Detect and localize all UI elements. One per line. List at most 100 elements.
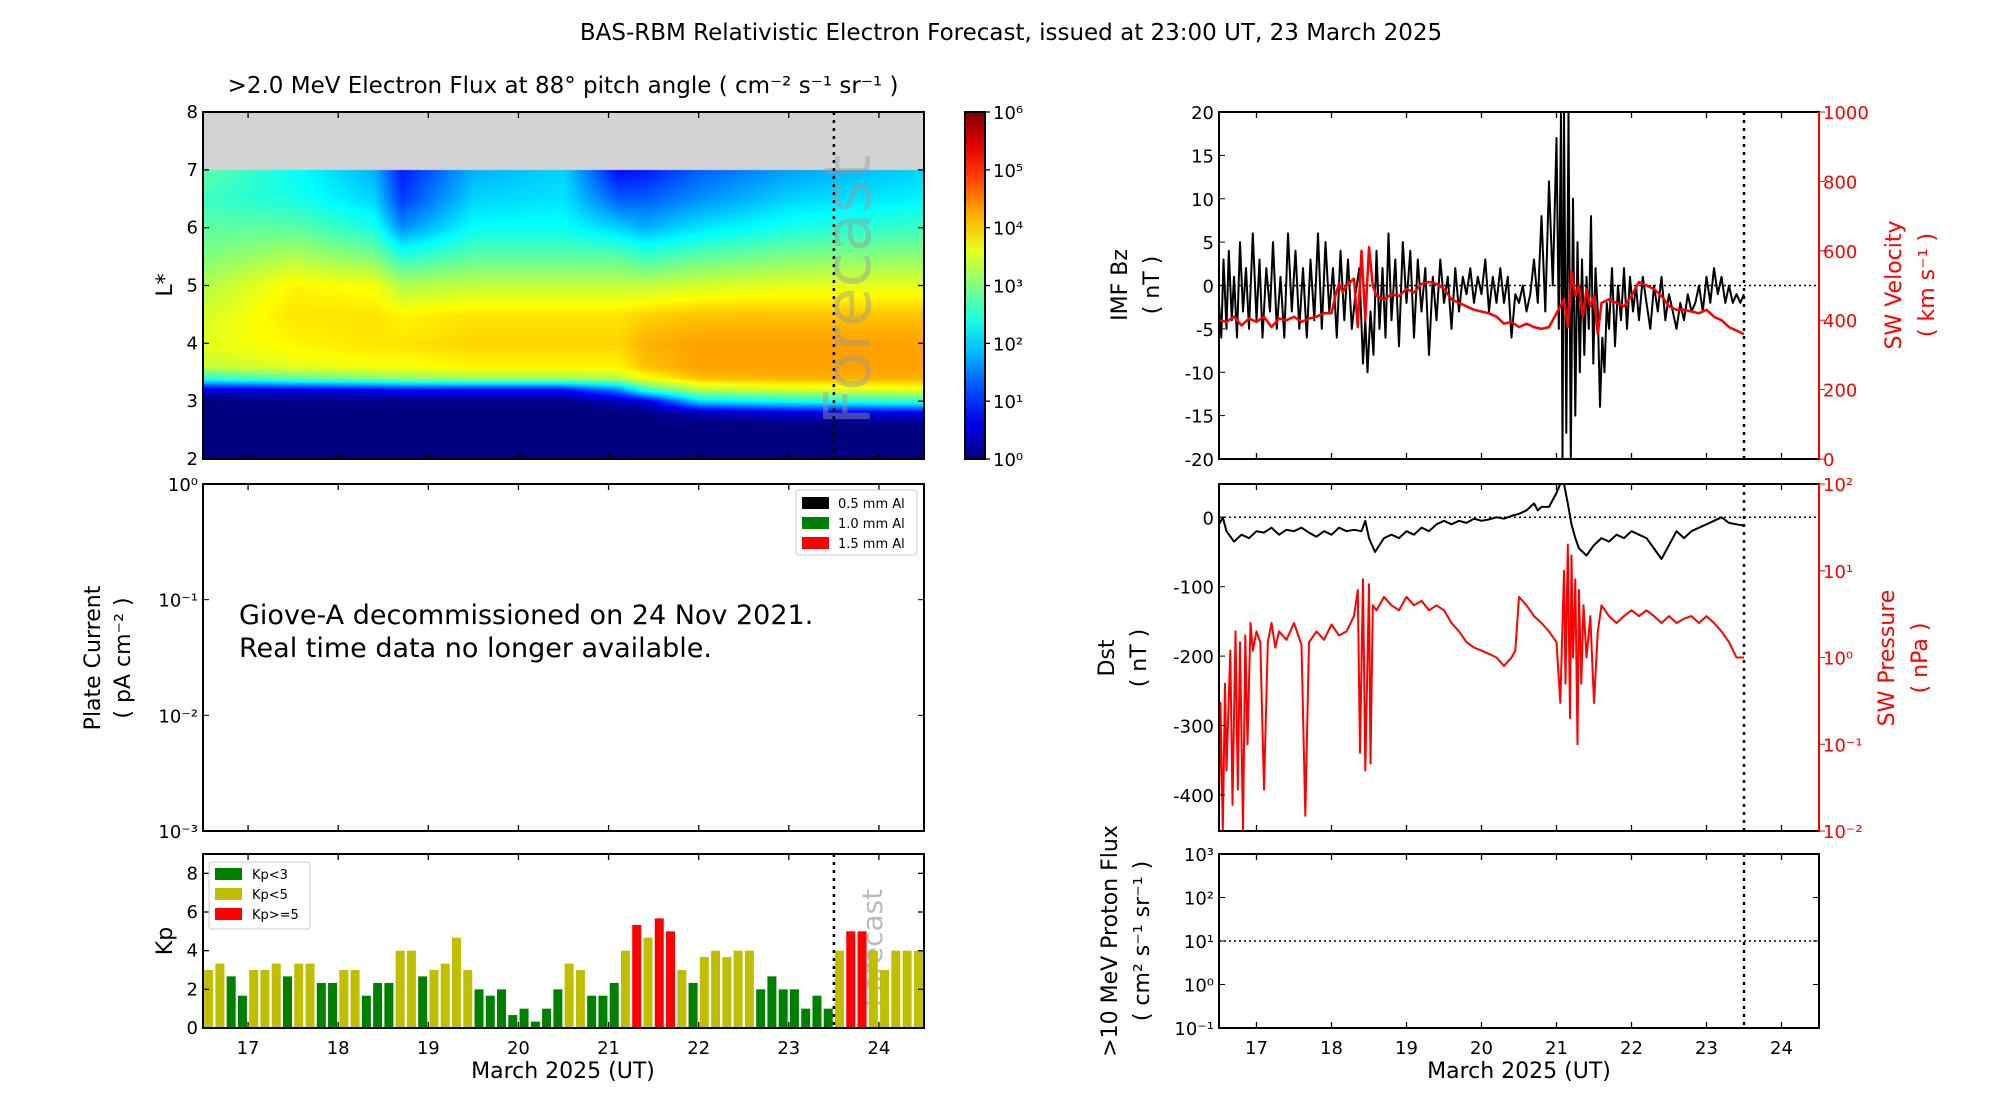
dst-ytick-label: -400 (1173, 786, 1214, 807)
sw-velocity-line (1218, 246, 1745, 336)
kp-bar (812, 995, 822, 1028)
kp-bar (361, 995, 371, 1028)
proton-xtick-label: 22 (1620, 1038, 1643, 1059)
kp-bar (778, 989, 788, 1028)
proton-xtick-label: 18 (1320, 1038, 1343, 1059)
kp-bar (835, 950, 845, 1028)
dst-ytick-label: -100 (1173, 578, 1214, 599)
kp-xtick-label: 22 (687, 1038, 710, 1059)
pressure-ytick-label: 10¹ (1823, 562, 1853, 583)
kp-bar (406, 950, 416, 1028)
proton-ylabel-1: >10 MeV Proton Flux (1098, 825, 1123, 1057)
legend-label: Kp<3 (252, 868, 288, 883)
kp-bar (429, 970, 439, 1028)
proton-ytick-label: 10³ (1184, 845, 1214, 866)
kp-bar (204, 970, 214, 1028)
velocity-ytick-label: 1000 (1823, 103, 1869, 124)
kp-bar (575, 970, 585, 1028)
dst-ytick-label: -200 (1173, 647, 1214, 668)
plate-ytick-label: 10⁻² (158, 706, 198, 727)
kp-bar (733, 950, 743, 1028)
right-xlabel: March 2025 (UT) (1427, 1059, 1611, 1084)
plate-ylabel-2: ( pA cm⁻² ) (111, 597, 136, 718)
flux-ytick-label: 6 (187, 218, 198, 239)
decommission-message-2: Real time data no longer available. (239, 633, 712, 664)
kp-bar (249, 970, 259, 1028)
velocity-ytick-label: 600 (1823, 242, 1857, 263)
kp-bar (767, 976, 777, 1028)
velocity-ylabel-1: SW Velocity (1882, 220, 1907, 349)
plate-ytick-label: 10⁻¹ (158, 591, 198, 612)
proton-xtick-label: 23 (1695, 1038, 1718, 1059)
sw-pressure-line (1218, 543, 1744, 832)
imf-bz-line (1218, 111, 1745, 460)
kp-bar (868, 950, 878, 1028)
imf-ytick-label: 10 (1191, 190, 1214, 211)
kp-bar (519, 1008, 529, 1028)
flux-ytick-label: 3 (187, 391, 198, 412)
pressure-ylabel-2: ( nPa ) (1908, 623, 1933, 694)
dst-ylabel-2: ( nT ) (1127, 629, 1152, 688)
flux-ytick-label: 4 (187, 333, 198, 354)
kp-bar (339, 970, 349, 1028)
legend-swatch (802, 497, 829, 509)
kp-bar (688, 982, 698, 1028)
proton-ytick-label: 10¹ (1184, 932, 1214, 953)
kp-bar (722, 957, 732, 1028)
kp-bar (542, 1008, 552, 1028)
imf-ytick-label: 20 (1191, 103, 1214, 124)
plate-ytick-label: 10⁻³ (158, 822, 198, 843)
kp-bar (666, 931, 676, 1028)
figure-title: BAS-RBM Relativistic Electron Forecast, … (580, 20, 1442, 46)
dst-line (1218, 483, 1745, 560)
legend-swatch (215, 868, 242, 880)
pressure-ytick-label: 10⁻² (1823, 822, 1863, 843)
proton-xtick-label: 19 (1395, 1038, 1418, 1059)
kp-bar (711, 950, 721, 1028)
kp-bar (880, 970, 890, 1028)
velocity-ytick-label: 200 (1823, 381, 1857, 402)
kp-bar (699, 957, 709, 1028)
colorbar-tick-label: 10¹ (993, 392, 1023, 413)
plate-legend: 0.5 mm Al 1.0 mm Al 1.5 mm Al (795, 489, 918, 556)
colorbar (964, 111, 986, 460)
pressure-ytick-label: 10⁰ (1823, 649, 1853, 670)
kp-xtick-label: 17 (237, 1038, 260, 1059)
kp-bar (598, 995, 608, 1028)
kp-bar (350, 970, 360, 1028)
kp-bar (643, 937, 653, 1028)
kp-bar (587, 995, 597, 1028)
legend-swatch (802, 517, 829, 529)
flux-ytick-label: 5 (187, 276, 198, 297)
kp-bar (902, 950, 912, 1028)
kp-bar (373, 982, 383, 1028)
legend-label: Kp>=5 (252, 908, 299, 923)
velocity-ylabel-2: ( km s⁻¹ ) (1915, 233, 1940, 337)
proton-ytick-label: 10⁻¹ (1174, 1019, 1214, 1040)
proton-ylabel-2: ( cm² s⁻¹ sr⁻¹ ) (1130, 861, 1155, 1021)
legend-label: Kp<5 (252, 888, 288, 903)
kp-bar (305, 963, 315, 1028)
colorbar-tick-label: 10² (993, 334, 1023, 355)
kp-bar (418, 976, 428, 1028)
imf-ylabel-2: ( nT ) (1140, 256, 1165, 315)
imf-ylabel-1: IMF Bz (1108, 249, 1133, 321)
kp-bar (789, 989, 799, 1028)
kp-ylabel: Kp (153, 927, 178, 955)
kp-ytick-label: 2 (187, 979, 198, 1000)
kp-bar (654, 918, 664, 1028)
kp-bar (609, 982, 619, 1028)
kp-bar (451, 937, 461, 1028)
kp-frame (202, 853, 925, 1029)
flux-ylabel: L* (153, 273, 178, 296)
kp-bar (474, 989, 484, 1028)
kp-ytick-label: 0 (187, 1018, 198, 1039)
kp-bar (237, 995, 247, 1028)
plate-frame (202, 483, 925, 832)
legend-label: 1.5 mm Al (838, 537, 905, 552)
kp-bar (282, 976, 292, 1028)
kp-bar (677, 970, 687, 1028)
kp-bar (463, 970, 473, 1028)
kp-bar (891, 950, 901, 1028)
